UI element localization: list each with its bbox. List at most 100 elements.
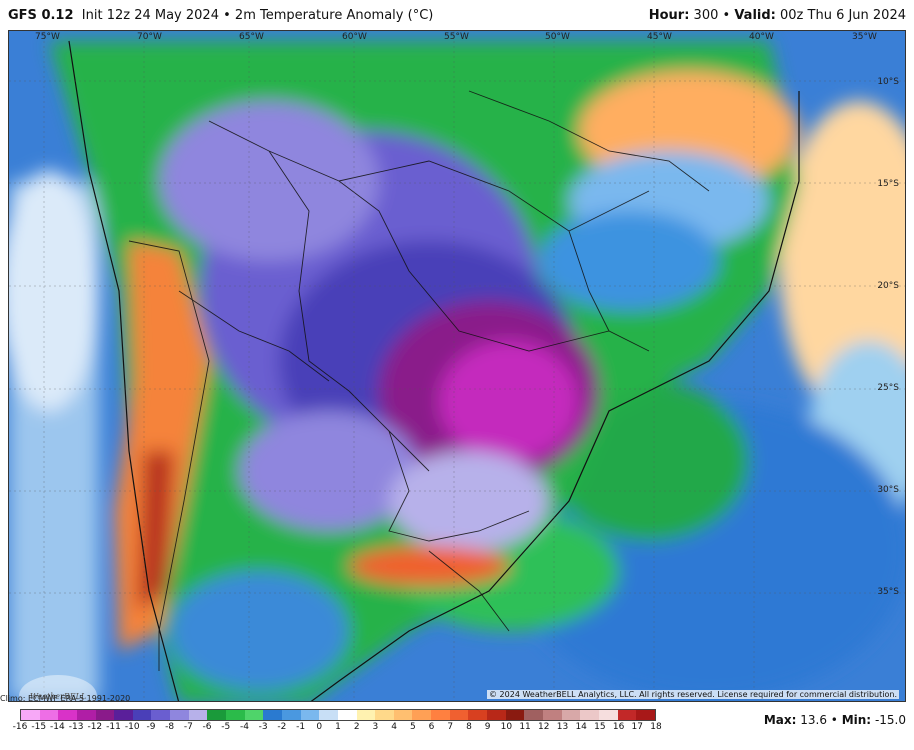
lat-label: 20°S [877, 281, 899, 291]
scale-tick-label: -13 [68, 722, 84, 732]
lon-label: 75°W [35, 32, 60, 42]
climatology-note: Climo: ECMWF ERA-5 1991-2020 [0, 694, 131, 703]
scale-tick-label: 2 [353, 722, 360, 732]
color-scale-ticks: -16 -15 -14 -13 -12 -11 -10 -9 -8 -7 -6 -5 -4 -3 -2 -1 0… [12, 722, 664, 736]
lat-label: 30°S [877, 485, 899, 495]
scale-tick-label: -14 [50, 722, 65, 732]
color-swatch [487, 710, 506, 720]
color-swatch [449, 710, 469, 720]
valid-value: 00z Thu 6 Jun 2024 [780, 7, 906, 23]
scale-tick-label: -16 [12, 722, 28, 732]
color-swatch [375, 710, 394, 720]
scale-tick-label: 14 [575, 722, 587, 732]
lon-label: 40°W [749, 32, 774, 42]
color-swatch [337, 710, 357, 720]
anomaly-map: 75°W 70°W 65°W 60°W 55°W 50°W 45°W 40°W … [8, 30, 906, 702]
scale-tick-label: 16 [612, 722, 625, 732]
lon-label: 35°W [852, 32, 877, 42]
color-swatch [468, 710, 488, 720]
scale-tick-label: 10 [500, 722, 513, 732]
lon-label: 65°W [239, 32, 264, 42]
lat-label: 35°S [877, 587, 899, 597]
scale-tick-label: 7 [447, 722, 454, 732]
color-swatch [188, 710, 208, 720]
scale-tick-label: 11 [519, 722, 531, 732]
graticule [9, 31, 905, 701]
scale-tick-label: -8 [165, 722, 175, 732]
lat-label: 15°S [877, 179, 899, 189]
max-label: Max: [763, 713, 797, 727]
coastline [68, 40, 800, 701]
scale-tick-label: 1 [335, 722, 341, 732]
lon-label: 45°W [647, 32, 672, 42]
lon-label: 50°W [545, 32, 570, 42]
color-swatch [58, 710, 77, 720]
scale-tick-label: -6 [202, 722, 212, 732]
scale-tick-label: 15 [594, 722, 606, 732]
color-swatch [431, 710, 450, 720]
scale-tick-label: 3 [372, 722, 379, 732]
color-swatch [132, 710, 152, 720]
scale-tick-label: -11 [106, 722, 121, 732]
valid-label: Valid: [734, 7, 776, 23]
color-swatch [21, 710, 40, 720]
hour-value: 300 [693, 7, 719, 23]
color-swatch [39, 710, 59, 720]
scale-tick-label: -12 [87, 722, 103, 732]
scale-tick-label: 9 [484, 722, 491, 732]
color-swatch [263, 710, 282, 720]
title-left: GFS 0.12 Init 12z 24 May 2024 • 2m Tempe… [8, 7, 434, 23]
title-right: Hour: 300 • Valid: 00z Thu 6 Jun 2024 [648, 7, 906, 23]
scale-tick-label: 17 [631, 722, 644, 732]
lat-label: 10°S [877, 77, 899, 87]
scale-tick-label: -7 [183, 722, 193, 732]
lon-label: 70°W [137, 32, 162, 42]
color-swatch [617, 710, 637, 720]
scale-tick-label: 6 [428, 722, 435, 732]
color-swatch [319, 710, 338, 720]
scale-tick-label: 18 [650, 722, 662, 732]
color-swatch [542, 710, 562, 720]
model-name: GFS 0.12 [8, 7, 74, 23]
color-swatch [281, 710, 301, 720]
lon-label: 60°W [342, 32, 367, 42]
scale-tick-label: -4 [239, 722, 249, 732]
scale-tick-label: -3 [258, 722, 268, 732]
hour-label: Hour: [648, 7, 690, 23]
color-swatch [226, 710, 245, 720]
max-value: 13.6 [800, 713, 827, 727]
scale-tick-label: -10 [124, 722, 140, 732]
color-swatch [114, 710, 133, 720]
min-label: Min: [841, 713, 872, 727]
lon-label: 55°W [444, 32, 469, 42]
field-name: 2m Temperature Anomaly (°C) [234, 7, 434, 23]
color-swatch [598, 710, 618, 720]
color-swatch [207, 710, 227, 720]
scale-tick-label: -1 [296, 722, 306, 732]
color-swatch [244, 710, 264, 720]
scale-tick-label: 0 [316, 722, 323, 732]
max-min-readout: Max: 13.6 • Min: -15.0 [763, 713, 906, 727]
color-swatch [580, 710, 599, 720]
scale-tick-label: -9 [146, 722, 156, 732]
scale-tick-label: -2 [277, 722, 287, 732]
init-time: Init 12z 24 May 2024 [81, 7, 219, 23]
color-swatch [524, 710, 543, 720]
color-swatch [356, 710, 376, 720]
color-swatch [561, 710, 581, 720]
color-swatch [636, 710, 655, 720]
color-swatch [76, 710, 96, 720]
scale-tick-label: 4 [391, 722, 397, 732]
scale-tick-label: -15 [31, 722, 47, 732]
color-swatch [95, 710, 115, 720]
scale-tick-label: 8 [466, 722, 472, 732]
min-value: -15.0 [874, 713, 906, 727]
map-canvas [9, 31, 905, 701]
scale-tick-label: -5 [221, 722, 231, 732]
scale-tick-label: 12 [538, 722, 550, 732]
copyright-notice: © 2024 WeatherBELL Analytics, LLC. All r… [487, 690, 899, 699]
scale-tick-label: 13 [556, 722, 569, 732]
color-scale-bar [20, 709, 656, 721]
scale-tick-label: 5 [409, 722, 416, 732]
header: GFS 0.12 Init 12z 24 May 2024 • 2m Tempe… [0, 0, 914, 30]
